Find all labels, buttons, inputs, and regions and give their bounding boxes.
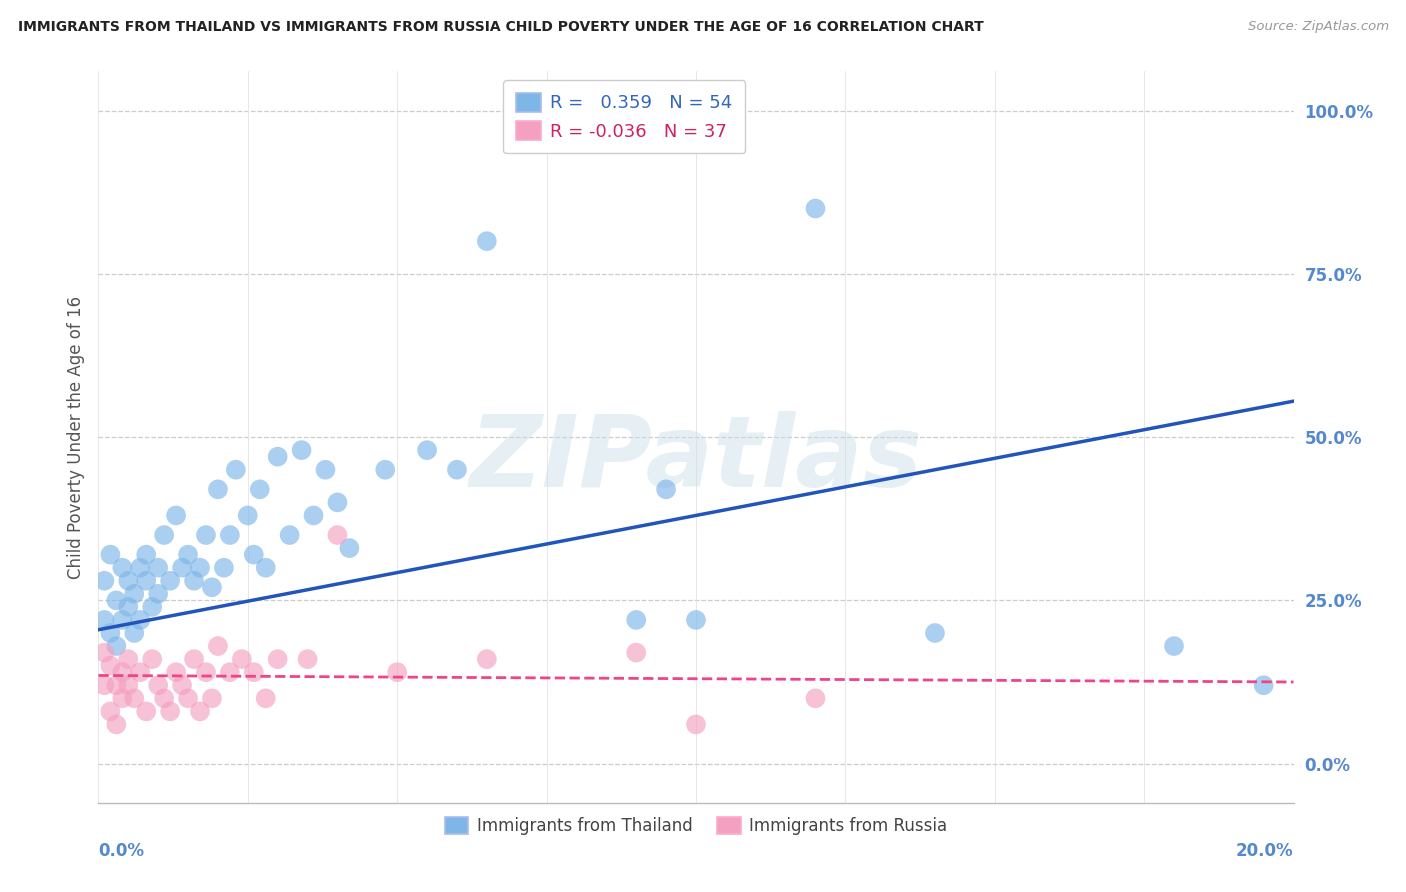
Point — [105, 639, 128, 653]
Point — [243, 665, 266, 680]
Point — [111, 665, 134, 680]
Point — [924, 626, 946, 640]
Point — [98, 548, 122, 562]
Point — [177, 691, 200, 706]
Point — [135, 705, 157, 719]
Point — [626, 613, 648, 627]
Point — [129, 560, 152, 574]
Point — [475, 234, 498, 248]
Point — [254, 691, 277, 706]
Point — [207, 483, 229, 497]
Legend: Immigrants from Thailand, Immigrants from Russia: Immigrants from Thailand, Immigrants fro… — [439, 811, 953, 842]
Point — [249, 483, 271, 497]
Point — [111, 560, 134, 574]
Point — [267, 652, 290, 666]
Point — [201, 691, 224, 706]
Point — [804, 202, 827, 216]
Text: Source: ZipAtlas.com: Source: ZipAtlas.com — [1249, 20, 1389, 33]
Point — [93, 646, 115, 660]
Point — [148, 560, 170, 574]
Point — [195, 528, 218, 542]
Point — [129, 665, 152, 680]
Point — [105, 593, 128, 607]
Point — [111, 613, 134, 627]
Point — [98, 658, 122, 673]
Point — [172, 678, 194, 692]
Point — [685, 717, 707, 731]
Point — [278, 528, 301, 542]
Point — [159, 705, 181, 719]
Point — [231, 652, 253, 666]
Text: 20.0%: 20.0% — [1236, 842, 1294, 860]
Point — [339, 541, 361, 555]
Point — [254, 560, 277, 574]
Point — [326, 528, 349, 542]
Point — [195, 665, 218, 680]
Point — [93, 574, 115, 588]
Point — [105, 717, 128, 731]
Point — [135, 548, 157, 562]
Point — [141, 652, 163, 666]
Point — [148, 678, 170, 692]
Point — [315, 463, 337, 477]
Point — [117, 599, 139, 614]
Point — [117, 678, 139, 692]
Point — [188, 560, 211, 574]
Point — [129, 613, 152, 627]
Point — [212, 560, 235, 574]
Point — [291, 443, 314, 458]
Point — [111, 691, 134, 706]
Point — [117, 652, 139, 666]
Point — [165, 508, 187, 523]
Y-axis label: Child Poverty Under the Age of 16: Child Poverty Under the Age of 16 — [66, 295, 84, 579]
Point — [177, 548, 200, 562]
Point — [804, 691, 827, 706]
Text: ZIPatlas: ZIPatlas — [470, 410, 922, 508]
Point — [1253, 678, 1275, 692]
Point — [374, 463, 396, 477]
Point — [655, 483, 678, 497]
Point — [207, 639, 229, 653]
Point — [385, 665, 409, 680]
Point — [165, 665, 187, 680]
Point — [153, 528, 176, 542]
Point — [243, 548, 266, 562]
Point — [98, 626, 122, 640]
Point — [219, 528, 242, 542]
Point — [159, 574, 181, 588]
Point — [172, 560, 194, 574]
Point — [141, 599, 163, 614]
Point — [267, 450, 290, 464]
Point — [475, 652, 498, 666]
Point — [446, 463, 468, 477]
Point — [105, 678, 128, 692]
Point — [225, 463, 247, 477]
Point — [148, 587, 170, 601]
Point — [124, 587, 146, 601]
Point — [135, 574, 157, 588]
Point — [93, 678, 115, 692]
Point — [117, 574, 139, 588]
Point — [188, 705, 211, 719]
Point — [326, 495, 349, 509]
Point — [183, 574, 205, 588]
Point — [201, 580, 224, 594]
Point — [183, 652, 205, 666]
Point — [124, 691, 146, 706]
Point — [153, 691, 176, 706]
Point — [93, 613, 115, 627]
Point — [302, 508, 325, 523]
Point — [98, 705, 122, 719]
Point — [416, 443, 439, 458]
Text: IMMIGRANTS FROM THAILAND VS IMMIGRANTS FROM RUSSIA CHILD POVERTY UNDER THE AGE O: IMMIGRANTS FROM THAILAND VS IMMIGRANTS F… — [18, 20, 984, 34]
Text: 0.0%: 0.0% — [98, 842, 145, 860]
Point — [297, 652, 319, 666]
Point — [1163, 639, 1185, 653]
Point — [124, 626, 146, 640]
Point — [626, 646, 648, 660]
Point — [685, 613, 707, 627]
Point — [219, 665, 242, 680]
Point — [236, 508, 259, 523]
